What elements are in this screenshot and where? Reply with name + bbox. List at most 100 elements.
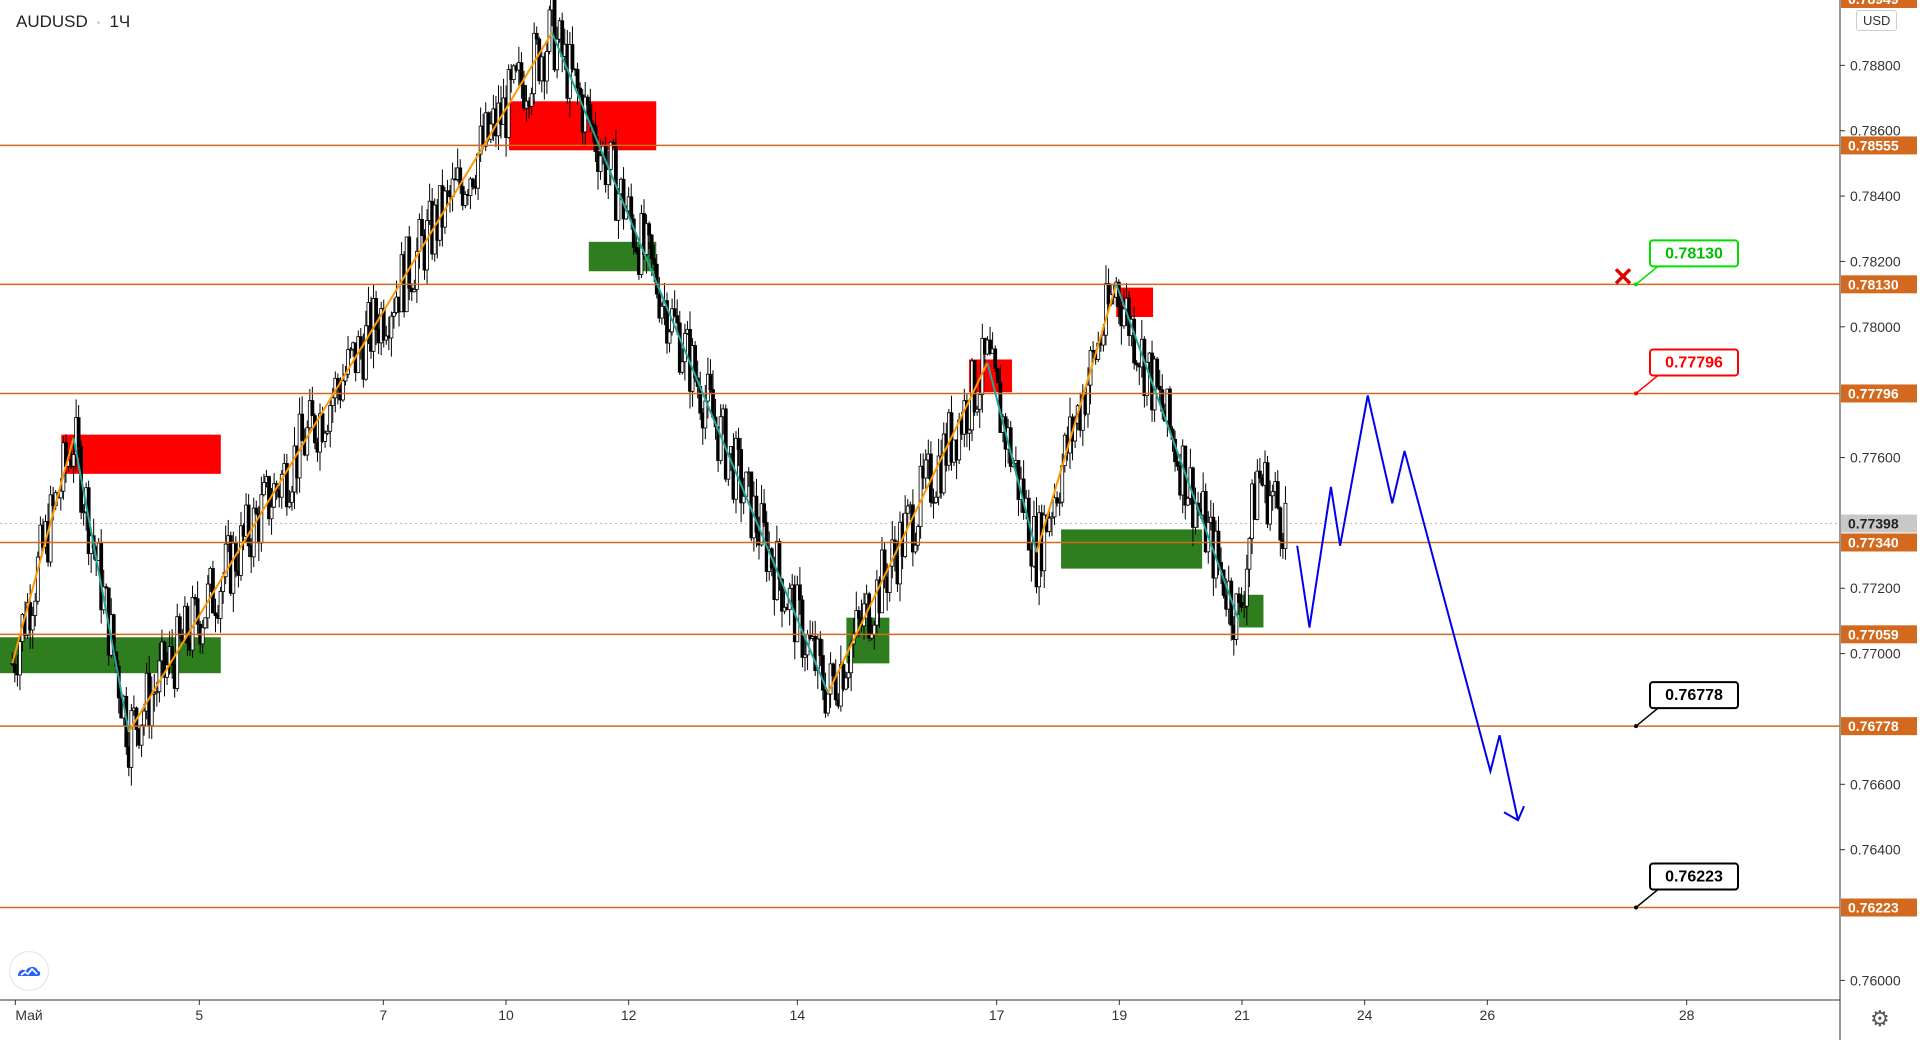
- candle-up: [1242, 605, 1247, 608]
- candle-down: [570, 44, 575, 70]
- candle-up: [203, 617, 208, 629]
- callout-box[interactable]: [1649, 348, 1739, 377]
- callout-pointer: [1635, 265, 1659, 285]
- callout-box[interactable]: [1649, 681, 1739, 710]
- candle-up: [81, 511, 86, 514]
- candle-up: [1244, 568, 1249, 607]
- callout-box[interactable]: [1649, 239, 1739, 268]
- candle-up: [58, 490, 63, 499]
- candle-down: [193, 596, 197, 600]
- x-tick-label: 24: [1357, 1007, 1373, 1023]
- candle-down: [841, 664, 846, 690]
- callout-pointer: [1635, 888, 1659, 909]
- candle-up: [323, 432, 328, 442]
- candle-down: [1216, 530, 1221, 563]
- tradingview-logo-icon[interactable]: [10, 952, 48, 990]
- x-mark-icon[interactable]: [1614, 268, 1632, 285]
- y-tick-label: 0.78800: [1850, 57, 1901, 73]
- forecast-arrowhead: [1503, 805, 1525, 822]
- candle-up: [644, 223, 649, 255]
- candle-down: [708, 373, 713, 390]
- candle-down: [677, 322, 682, 373]
- candle-up: [325, 430, 330, 434]
- candle-down: [665, 300, 669, 344]
- callout-anchor-dot: [1634, 905, 1638, 910]
- candle-down: [1275, 481, 1280, 509]
- level-price-badge: [1841, 136, 1917, 155]
- candle-down: [1055, 497, 1060, 504]
- candle-up: [269, 506, 274, 520]
- support-zone: [1061, 529, 1203, 569]
- candle-up: [287, 501, 292, 508]
- candle-down: [1168, 388, 1172, 430]
- symbol-name[interactable]: AUDUSD: [16, 12, 88, 31]
- level-price-text: 0.77340: [1848, 534, 1899, 550]
- gear-icon[interactable]: ⚙: [1870, 1006, 1890, 1031]
- callout-box[interactable]: [1649, 862, 1739, 891]
- y-tick-label: 0.78400: [1850, 188, 1901, 204]
- zigzag-up-segment[interactable]: [127, 32, 553, 733]
- currency-badge[interactable]: USD: [1856, 10, 1898, 31]
- interval-label[interactable]: 1Ч: [109, 12, 131, 31]
- candle-down: [995, 368, 1000, 383]
- candle-down: [693, 345, 698, 379]
- candle-down: [736, 437, 741, 450]
- zigzag-up-segment[interactable]: [827, 362, 989, 694]
- candle-up: [545, 51, 549, 82]
- y-tick-label: 0.76600: [1850, 776, 1901, 792]
- candle-up: [887, 565, 892, 593]
- candle-up: [149, 693, 154, 727]
- candle-up: [1185, 497, 1190, 506]
- candle-down: [246, 504, 251, 547]
- candle-up: [259, 494, 264, 544]
- candle-up: [977, 394, 982, 410]
- candle-up: [200, 627, 205, 645]
- zigzag-down-segment[interactable]: [1115, 283, 1240, 622]
- candle-down: [585, 96, 590, 105]
- candle-up: [154, 691, 159, 694]
- candle-up: [1057, 501, 1062, 504]
- zigzag-down-segment[interactable]: [986, 362, 1038, 553]
- candle-down: [300, 413, 305, 441]
- candle-up: [218, 591, 223, 619]
- candle-up: [30, 615, 35, 631]
- candle-up: [975, 408, 980, 413]
- candle-down: [762, 503, 767, 523]
- candle-down: [104, 586, 109, 589]
- x-tick-label: 12: [621, 1007, 637, 1023]
- candle-up: [916, 526, 920, 546]
- candle-down: [195, 598, 200, 625]
- candle-down: [739, 449, 744, 504]
- candle-down: [310, 400, 315, 417]
- candle-up: [262, 482, 266, 496]
- y-tick-label: 0.78000: [1850, 319, 1901, 335]
- y-tick-label: 0.78600: [1850, 123, 1901, 139]
- x-tick-label: 17: [989, 1007, 1005, 1023]
- forecast-path[interactable]: [1296, 395, 1519, 821]
- y-tick-label: 0.76400: [1850, 842, 1901, 858]
- x-tick-label: Май: [15, 1007, 42, 1023]
- symbol-header[interactable]: AUDUSD · 1Ч: [12, 10, 135, 34]
- zigzag-up-segment[interactable]: [1035, 284, 1118, 553]
- zigzag-up-segment[interactable]: [11, 437, 75, 664]
- x-tick-label: 19: [1112, 1007, 1128, 1023]
- level-price-badge: [1841, 384, 1917, 403]
- candle-down: [177, 616, 182, 636]
- candle-down: [420, 219, 424, 237]
- candle-up: [1255, 470, 1260, 520]
- level-price-text: 0.78130: [1848, 276, 1899, 292]
- zigzag-down-segment[interactable]: [72, 437, 130, 733]
- candle-up: [828, 663, 833, 695]
- candle-up: [659, 305, 664, 319]
- candle-up: [129, 710, 134, 768]
- candle-down: [820, 655, 825, 691]
- candle-down: [76, 417, 81, 448]
- candle-up: [1247, 538, 1252, 570]
- y-tick-label: 0.78200: [1850, 253, 1901, 269]
- zigzag-down-segment[interactable]: [551, 32, 829, 694]
- candle-down: [910, 504, 915, 553]
- candle-up: [598, 155, 603, 172]
- candle-down: [1175, 461, 1180, 467]
- candle-up: [346, 349, 350, 375]
